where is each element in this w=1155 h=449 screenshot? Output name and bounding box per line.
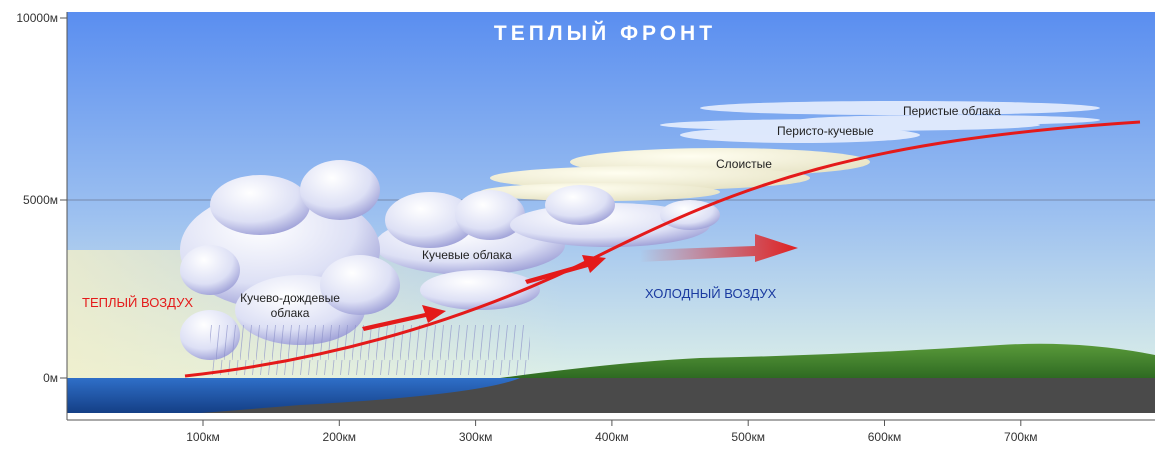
cloud-label: Перисто-кучевые [777, 124, 874, 138]
x-tick-label: 100км [186, 430, 220, 444]
warm-air-label: ТЕПЛЫЙ ВОЗДУХ [82, 295, 193, 310]
x-tick-label: 400км [595, 430, 629, 444]
title: ТЕПЛЫЙ ФРОНТ [494, 21, 716, 45]
x-tick-label: 500км [731, 430, 765, 444]
y-tick-label: 5000м [23, 193, 58, 207]
cloud-label: Кучево-дождевые облака [240, 291, 340, 320]
x-tick-label: 600км [868, 430, 902, 444]
rain [210, 325, 530, 375]
x-tick-label: 700км [1004, 430, 1038, 444]
y-tick-label: 0м [43, 371, 58, 385]
front-line [184, 120, 1141, 378]
x-tick-label: 300км [459, 430, 493, 444]
sea [67, 378, 520, 413]
cloud-label: Кучевые облака [422, 248, 512, 262]
arrows [362, 234, 798, 331]
cumulus-clouds [375, 185, 720, 310]
stratus-clouds [480, 148, 870, 201]
cirrus-clouds [660, 101, 1100, 143]
cloud-label: Слоистые [716, 157, 772, 171]
hills [500, 343, 1155, 378]
y-tick-label: 10000м [16, 11, 58, 25]
cold-air-label: ХОЛОДНЫЙ ВОЗДУХ [645, 286, 777, 301]
cloud-label: Перистые облака [903, 104, 1001, 118]
x-tick-label: 200км [323, 430, 357, 444]
